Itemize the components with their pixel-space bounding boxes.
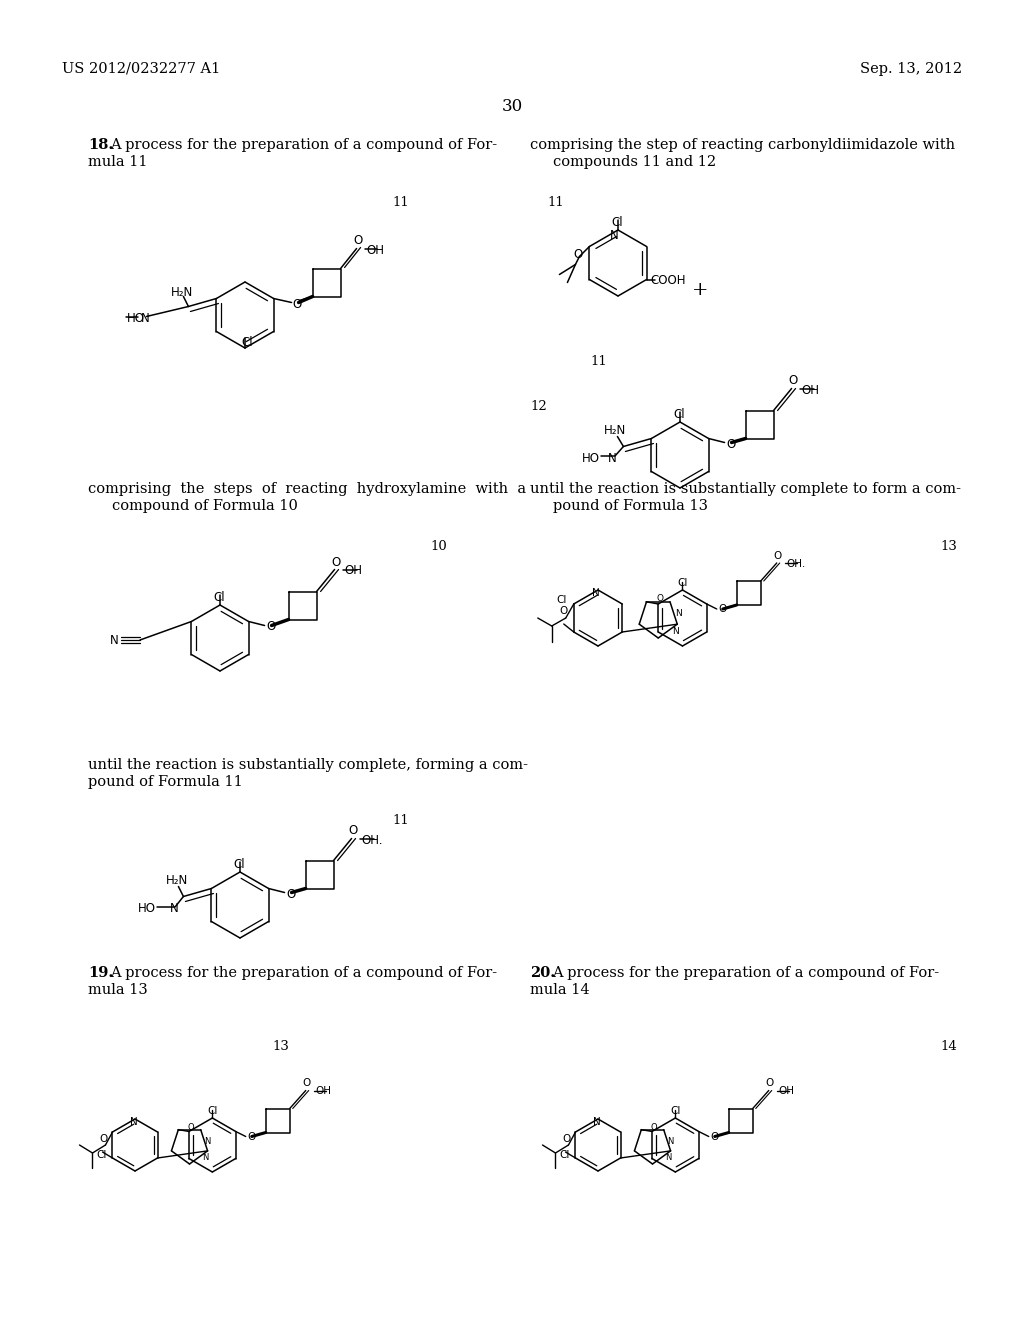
Text: pound of Formula 13: pound of Formula 13	[553, 499, 708, 513]
Text: H₂N: H₂N	[166, 874, 187, 887]
Text: O: O	[353, 235, 362, 248]
Text: OH: OH	[315, 1086, 332, 1097]
Text: until the reaction is substantially complete to form a com-: until the reaction is substantially comp…	[530, 482, 961, 496]
Text: N: N	[675, 609, 682, 618]
Text: mula 14: mula 14	[530, 983, 590, 997]
Text: 11: 11	[392, 195, 409, 209]
Text: O: O	[562, 1134, 570, 1144]
Text: 18.: 18.	[88, 139, 114, 152]
Text: Cl: Cl	[241, 337, 253, 348]
Text: 13: 13	[940, 540, 956, 553]
Text: N: N	[140, 312, 150, 325]
Text: 11: 11	[547, 195, 564, 209]
Text: H₂N: H₂N	[170, 286, 193, 300]
Text: HO: HO	[137, 903, 156, 916]
Text: 19.: 19.	[88, 966, 114, 979]
Text: mula 13: mula 13	[88, 983, 147, 997]
Text: N: N	[607, 451, 616, 465]
Text: A process for the preparation of a compound of For-: A process for the preparation of a compo…	[110, 966, 497, 979]
Text: O: O	[774, 550, 782, 561]
Text: Cl: Cl	[96, 1150, 106, 1160]
Text: O: O	[573, 248, 583, 261]
Text: O: O	[266, 620, 275, 634]
Text: OH: OH	[802, 384, 819, 396]
Text: N: N	[666, 1152, 672, 1162]
Text: N: N	[593, 1117, 601, 1127]
Text: Cl: Cl	[207, 1106, 218, 1115]
Text: OH: OH	[367, 243, 385, 256]
Text: O: O	[727, 437, 736, 450]
Text: comprising  the  steps  of  reacting  hydroxylamine  with  a: comprising the steps of reacting hydroxy…	[88, 482, 526, 496]
Text: COOH: COOH	[650, 275, 686, 288]
Text: H₂N: H₂N	[603, 425, 626, 437]
Text: 10: 10	[430, 540, 446, 553]
Text: O: O	[303, 1078, 311, 1089]
Text: compounds 11 and 12: compounds 11 and 12	[553, 154, 716, 169]
Text: until the reaction is substantially complete, forming a com-: until the reaction is substantially comp…	[88, 758, 528, 772]
Text: Cl: Cl	[213, 591, 224, 605]
Text: Sep. 13, 2012: Sep. 13, 2012	[860, 62, 962, 77]
Text: Cl: Cl	[556, 595, 566, 605]
Text: O: O	[766, 1078, 774, 1089]
Text: HO: HO	[126, 312, 144, 325]
Text: Cl: Cl	[611, 216, 623, 228]
Text: O: O	[560, 606, 568, 616]
Text: Cl: Cl	[233, 858, 245, 871]
Text: N: N	[203, 1152, 209, 1162]
Text: O: O	[248, 1131, 256, 1142]
Text: O: O	[99, 1134, 108, 1144]
Text: O: O	[348, 825, 357, 837]
Text: pound of Formula 11: pound of Formula 11	[88, 775, 243, 789]
Text: Cl: Cl	[671, 1106, 681, 1115]
Text: O: O	[719, 605, 727, 614]
Text: Cl: Cl	[678, 578, 688, 587]
Text: O: O	[332, 556, 341, 569]
Text: US 2012/0232277 A1: US 2012/0232277 A1	[62, 62, 220, 77]
Text: O: O	[711, 1131, 719, 1142]
Text: N: N	[610, 228, 618, 242]
Text: N: N	[592, 587, 600, 598]
Text: OH.: OH.	[361, 833, 383, 846]
Text: O: O	[287, 887, 296, 900]
Text: comprising the step of reacting carbonyldiimidazole with: comprising the step of reacting carbonyl…	[530, 139, 955, 152]
Text: +: +	[692, 281, 709, 300]
Text: HO: HO	[582, 451, 599, 465]
Text: O: O	[187, 1123, 195, 1133]
Text: OH: OH	[778, 1086, 795, 1097]
Text: N: N	[130, 1117, 138, 1127]
Text: 20.: 20.	[530, 966, 555, 979]
Text: N: N	[672, 627, 679, 636]
Text: A process for the preparation of a compound of For-: A process for the preparation of a compo…	[110, 139, 497, 152]
Text: 14: 14	[940, 1040, 956, 1053]
Text: A process for the preparation of a compound of For-: A process for the preparation of a compo…	[552, 966, 939, 979]
Text: compound of Formula 10: compound of Formula 10	[112, 499, 298, 513]
Text: 13: 13	[272, 1040, 289, 1053]
Text: N: N	[205, 1137, 211, 1146]
Text: N: N	[110, 634, 119, 647]
Text: N: N	[169, 903, 178, 916]
Text: OH: OH	[345, 565, 362, 578]
Text: O: O	[656, 594, 664, 603]
Text: O: O	[650, 1123, 657, 1133]
Text: 12: 12	[530, 400, 547, 413]
Text: OH.: OH.	[786, 558, 806, 569]
Text: mula 11: mula 11	[88, 154, 147, 169]
Text: N: N	[668, 1137, 674, 1146]
Text: Cl: Cl	[673, 408, 685, 421]
Text: Cl: Cl	[559, 1150, 570, 1160]
Text: O: O	[788, 375, 798, 388]
Text: O: O	[293, 297, 302, 310]
Text: 30: 30	[502, 98, 522, 115]
Text: 11: 11	[590, 355, 607, 368]
Text: 11: 11	[392, 814, 409, 828]
